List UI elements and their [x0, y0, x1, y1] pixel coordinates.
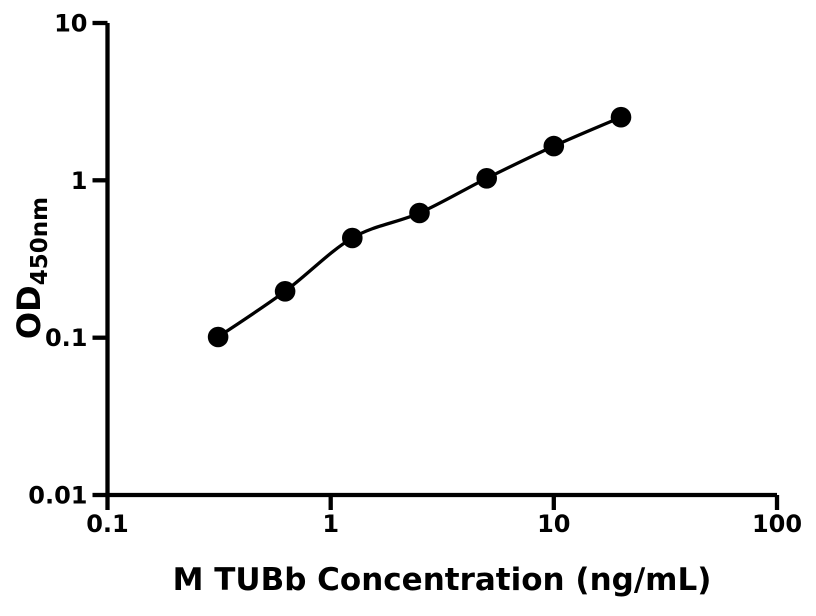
x-axis-tick-label: 1 — [322, 510, 339, 538]
x-axis-tick-label: 10 — [537, 510, 570, 538]
data-point-marker — [476, 168, 498, 189]
y-axis-title: OD450nm — [10, 197, 53, 339]
y-axis-tick-label: 0.01 — [28, 482, 87, 510]
y-axis-title-subscript: 450nm — [27, 197, 53, 285]
y-axis-tick-label: 1 — [71, 167, 88, 195]
axis-frame — [105, 23, 777, 498]
data-point-marker — [342, 227, 363, 249]
data-point-marker — [543, 135, 565, 157]
y-axis-title-main: OD — [10, 285, 48, 339]
data-point-marker — [207, 326, 229, 348]
x-axis-tick-label: 0.1 — [86, 510, 129, 538]
data-point-marker — [409, 202, 430, 224]
x-axis-title: M TUBb Concentration (ng/mL) — [173, 562, 712, 598]
x-axis-tick-label: 100 — [752, 510, 802, 538]
data-point-marker — [274, 281, 296, 302]
data-point-marker — [610, 106, 632, 128]
y-axis-tick-label: 10 — [54, 10, 87, 38]
y-axis-tick-label: 0.1 — [45, 324, 88, 352]
